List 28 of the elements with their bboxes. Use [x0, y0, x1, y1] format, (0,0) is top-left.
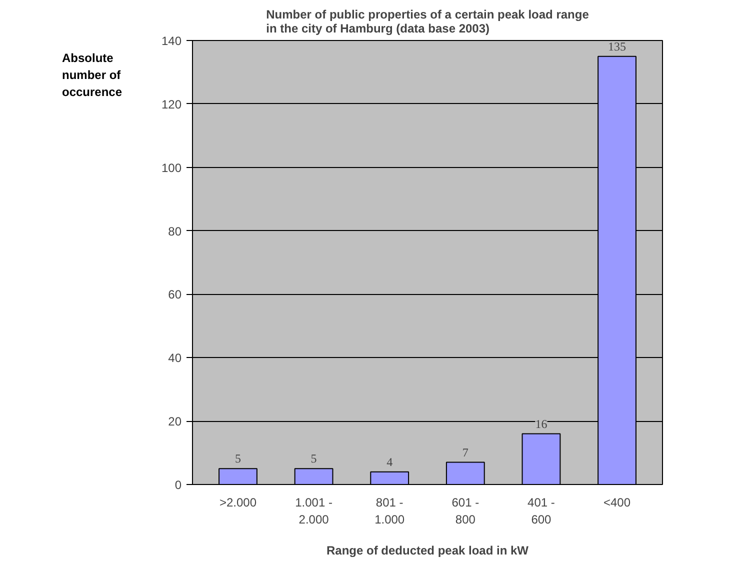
y-tick-label: 60 — [168, 288, 182, 302]
x-axis-title: Range of deducted peak load in kW — [326, 543, 530, 558]
y-tick-label: 20 — [168, 414, 182, 429]
x-tick-label: 1.001 - 2.000 — [295, 496, 332, 526]
x-tick-label: 801 - 1.000 — [374, 496, 405, 526]
x-tick-label: 401 - 600 — [528, 496, 555, 526]
bar — [522, 433, 561, 484]
x-tick-label: >2.000 — [219, 496, 257, 510]
data-label: 4 — [386, 454, 393, 469]
y-axis-title: Absolute number of occurence — [62, 50, 122, 102]
data-label: 7 — [462, 445, 468, 460]
chart-title: Number of public properties of a certain peak load range in the city of Hamburg (data base 2003) — [266, 8, 590, 36]
data-label: 5 — [234, 452, 241, 466]
y-tick-label: 0 — [174, 478, 182, 492]
y-tick-label: 40 — [168, 351, 182, 366]
bar — [294, 468, 334, 484]
data-label: 5 — [310, 452, 317, 466]
bar — [446, 462, 485, 484]
y-tick-label: 100 — [161, 160, 182, 175]
data-label: 16 — [535, 416, 548, 431]
bar — [370, 471, 410, 484]
x-tick-label: 601 - 800 — [452, 496, 480, 526]
y-tick-label: 80 — [168, 224, 182, 238]
data-label: 135 — [608, 39, 626, 54]
y-tick-label: 140 — [161, 34, 182, 48]
y-tick-label: 120 — [161, 97, 182, 112]
bar — [218, 468, 258, 484]
x-tick-label: <400 — [604, 496, 631, 510]
